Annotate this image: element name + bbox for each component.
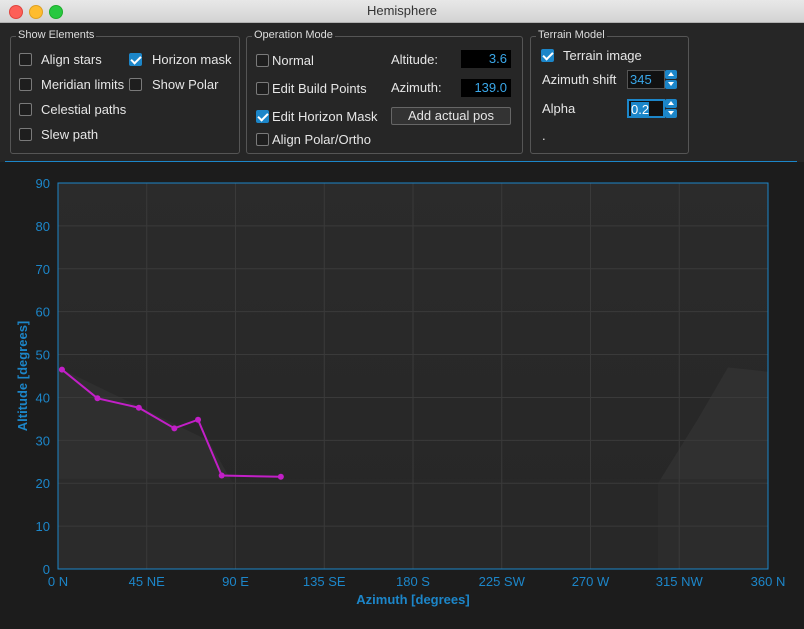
operation-mode-group: Operation Mode Normal Edit Build Points …	[246, 29, 523, 154]
y-tick-label: 0	[43, 562, 50, 577]
chevron-down-icon[interactable]	[665, 109, 677, 118]
y-tick-label: 10	[36, 519, 50, 534]
x-axis-ticks: 0 N 45 NE 90 E 135 SE 180 S 225 SW 270 W 315 NW…	[48, 574, 785, 589]
y-axis-title: Altitude [degrees]	[15, 321, 30, 432]
azimuth-label: Azimuth:	[391, 80, 442, 95]
edit-build-points-checkbox[interactable]	[256, 82, 269, 95]
horizon-mask-checkbox[interactable]	[129, 53, 142, 66]
show-elements-title: Show Elements	[16, 29, 97, 41]
altitude-value-field: 3.6	[461, 50, 511, 68]
plot-frame	[57, 182, 769, 570]
terrain-image-checkbox[interactable]	[541, 49, 554, 62]
y-tick-label: 60	[36, 305, 50, 320]
celestial-paths-label: Celestial paths	[41, 102, 127, 117]
horizon-mask-point[interactable]	[218, 472, 225, 479]
x-tick-label: 45 NE	[129, 574, 165, 589]
x-tick-label: 360 N	[751, 574, 786, 589]
x-tick-label: 180 S	[396, 574, 430, 589]
alpha-input-value: 0.2	[631, 102, 650, 117]
add-actual-pos-button[interactable]: Add actual pos	[391, 107, 511, 125]
chevron-up-icon[interactable]	[665, 99, 677, 108]
zoom-window-button[interactable]	[49, 5, 63, 19]
window-title: Hemisphere	[366, 3, 438, 18]
chevron-down-icon[interactable]	[665, 80, 677, 89]
azimuth-shift-label: Azimuth shift	[542, 72, 617, 87]
normal-checkbox[interactable]	[256, 54, 269, 67]
horizon-mask-point[interactable]	[277, 473, 284, 480]
terrain-model-title: Terrain Model	[536, 29, 607, 41]
slew-path-checkbox[interactable]	[19, 128, 32, 141]
title-bar: Hemisphere	[0, 0, 804, 23]
show-polar-label: Show Polar	[152, 77, 219, 92]
terrain-dot: .	[542, 128, 546, 143]
x-tick-label: 225 SW	[479, 574, 526, 589]
terrain-model-group: Terrain Model Terrain image Azimuth shif…	[530, 29, 689, 154]
separator-line	[5, 161, 797, 162]
x-tick-label: 90 E	[222, 574, 249, 589]
terrain-image-label: Terrain image	[563, 48, 642, 63]
minimize-window-button[interactable]	[29, 5, 43, 19]
alpha-input[interactable]: 0.2	[627, 99, 665, 118]
horizon-mask-series[interactable]	[58, 366, 284, 480]
chart-grid	[58, 183, 768, 569]
alpha-label: Alpha	[542, 101, 576, 116]
meridian-limits-label: Meridian limits	[41, 77, 125, 92]
normal-label: Normal	[272, 53, 314, 68]
x-tick-label: 315 NW	[656, 574, 704, 589]
close-window-button[interactable]	[9, 5, 23, 19]
show-polar-checkbox[interactable]	[129, 78, 142, 91]
azimuth-shift-stepper[interactable]	[665, 70, 677, 89]
y-axis-ticks: 0 10 20 30 40 50 60 70 80 90	[36, 176, 50, 577]
horizon-mask-point[interactable]	[171, 425, 178, 432]
x-axis-title: Azimuth [degrees]	[356, 592, 469, 607]
y-tick-label: 40	[36, 390, 50, 405]
align-polar-ortho-checkbox[interactable]	[256, 133, 269, 146]
x-tick-label: 0 N	[48, 574, 68, 589]
horizon-mask-label: Horizon mask	[152, 52, 232, 67]
y-tick-label: 80	[36, 219, 50, 234]
horizon-mask-point[interactable]	[58, 366, 65, 373]
edit-horizon-mask-label: Edit Horizon Mask	[272, 109, 378, 124]
horizon-mask-point[interactable]	[94, 395, 101, 402]
y-tick-label: 90	[36, 176, 50, 191]
y-tick-label: 70	[36, 262, 50, 277]
horizon-mask-point[interactable]	[135, 404, 142, 411]
controls-panel: Show Elements Align stars Horizon mask M…	[0, 23, 804, 162]
celestial-paths-checkbox[interactable]	[19, 103, 32, 116]
operation-mode-title: Operation Mode	[252, 29, 335, 41]
chevron-up-icon[interactable]	[665, 70, 677, 79]
horizon-chart[interactable]: 0 N 45 NE 90 E 135 SE 180 S 225 SW 270 W 315 NW…	[0, 163, 804, 624]
y-tick-label: 30	[36, 433, 50, 448]
alpha-stepper[interactable]	[665, 99, 677, 118]
edit-horizon-mask-checkbox[interactable]	[256, 110, 269, 123]
x-tick-label: 270 W	[572, 574, 610, 589]
y-tick-label: 50	[36, 348, 50, 363]
edit-build-points-label: Edit Build Points	[272, 81, 367, 96]
meridian-limits-checkbox[interactable]	[19, 78, 32, 91]
y-tick-label: 20	[36, 476, 50, 491]
align-polar-ortho-label: Align Polar/Ortho	[272, 132, 371, 147]
azimuth-value-field: 139.0	[461, 79, 511, 97]
align-stars-checkbox[interactable]	[19, 53, 32, 66]
align-stars-label: Align stars	[41, 52, 102, 67]
hemisphere-chart-area: 0 N 45 NE 90 E 135 SE 180 S 225 SW 270 W 315 NW…	[0, 163, 804, 624]
x-tick-label: 135 SE	[303, 574, 346, 589]
horizon-mask-point[interactable]	[195, 416, 202, 423]
show-elements-group: Show Elements Align stars Horizon mask M…	[10, 29, 240, 154]
altitude-label: Altitude:	[391, 52, 438, 67]
slew-path-label: Slew path	[41, 127, 99, 142]
azimuth-shift-input[interactable]: 345	[627, 70, 665, 89]
